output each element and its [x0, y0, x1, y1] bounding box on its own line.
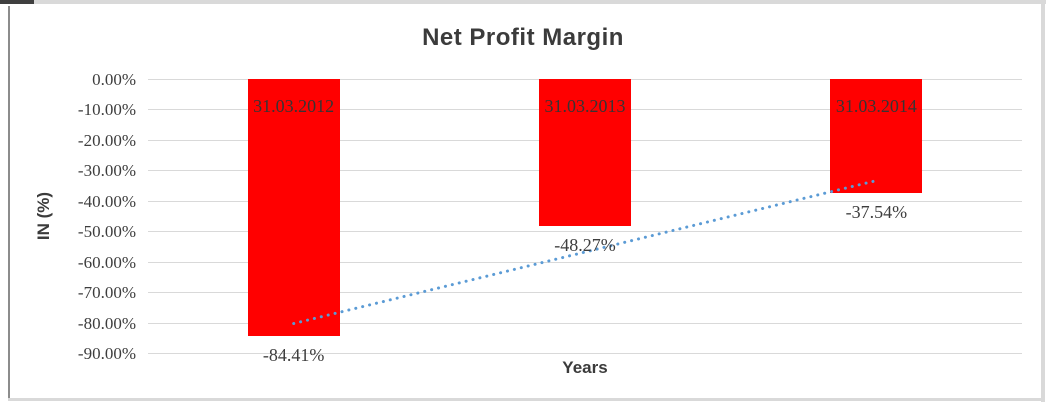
bar-category-label: 31.03.2012	[253, 96, 335, 116]
frame-border-right	[1041, 0, 1045, 402]
y-tick-label: -10.00%	[77, 100, 136, 119]
y-tick-label: -90.00%	[77, 344, 136, 363]
y-tick-label: -80.00%	[77, 313, 136, 333]
y-tick-label: -70.00%	[77, 283, 136, 302]
y-tick-label: -40.00%	[77, 191, 136, 211]
y-tick-label: 0.00%	[92, 69, 136, 89]
bar-31.03.2014	[830, 79, 923, 194]
y-axis-title: IN (%)	[34, 191, 53, 241]
chart-title: Net Profit Margin	[422, 24, 624, 51]
bar-value-label: -84.41%	[262, 345, 325, 366]
y-tick-label: -30.00%	[77, 161, 136, 180]
x-axis-title: Years	[562, 358, 608, 377]
frame-border-top	[0, 0, 1046, 4]
bar-value-label: -48.27%	[554, 235, 616, 256]
bar-category-label: 31.03.2014	[835, 96, 917, 116]
y-tick-label: -20.00%	[77, 130, 136, 150]
bar-value-label: -37.54%	[845, 202, 908, 223]
frame-border-bottom	[8, 398, 1045, 401]
bar-31.03.2012	[247, 79, 340, 337]
y-tick-label: -50.00%	[77, 222, 136, 241]
frame-border-top-dark-segment	[0, 0, 34, 4]
y-tick-label: -60.00%	[77, 252, 136, 272]
frame-border-left	[8, 6, 10, 400]
gridline	[148, 353, 1022, 354]
bar-category-label: 31.03.2013	[544, 96, 626, 116]
